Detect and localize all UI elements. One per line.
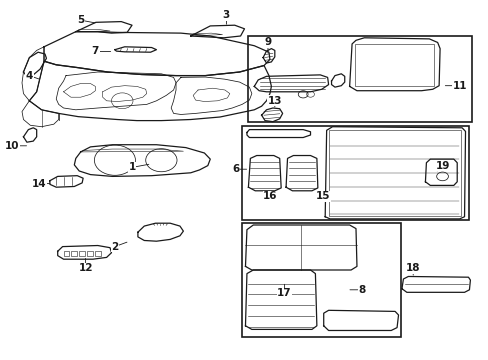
Text: 15: 15 <box>315 191 329 201</box>
Text: 3: 3 <box>223 10 229 20</box>
Bar <box>242 126 468 220</box>
Text: 8: 8 <box>358 285 365 295</box>
Bar <box>248 36 471 122</box>
Text: 5: 5 <box>77 15 84 25</box>
Bar <box>63 251 69 256</box>
Text: 10: 10 <box>5 141 20 151</box>
Text: 18: 18 <box>405 263 420 273</box>
Text: 2: 2 <box>111 242 118 252</box>
Bar <box>87 251 93 256</box>
Text: 6: 6 <box>232 164 239 174</box>
Text: 19: 19 <box>434 161 449 171</box>
Text: 14: 14 <box>32 179 46 189</box>
Text: 17: 17 <box>277 288 291 298</box>
Text: 11: 11 <box>451 81 466 91</box>
Text: 13: 13 <box>267 96 282 106</box>
Bar <box>71 251 77 256</box>
Text: 12: 12 <box>78 263 93 273</box>
Text: 9: 9 <box>264 37 271 48</box>
Text: 16: 16 <box>263 191 277 201</box>
Bar <box>79 251 85 256</box>
Text: 7: 7 <box>91 46 99 57</box>
Bar <box>242 223 400 337</box>
Bar <box>95 251 101 256</box>
Text: 4: 4 <box>25 71 33 81</box>
Text: 1: 1 <box>128 162 135 172</box>
Bar <box>354 44 433 86</box>
Bar <box>328 130 460 216</box>
